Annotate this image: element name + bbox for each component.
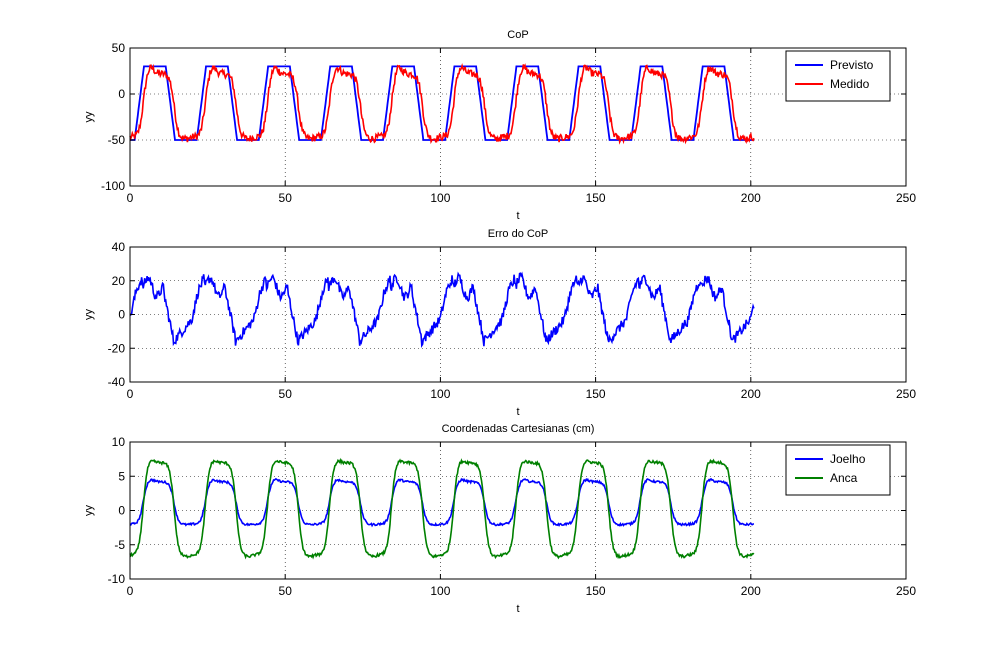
x-tick-label: 150 [586, 387, 606, 401]
x-tick-label: 250 [896, 584, 916, 598]
y-tick-label: 20 [112, 274, 126, 288]
x-tick-label: 0 [127, 191, 134, 205]
x-axis-label: t [516, 210, 519, 222]
y-tick-label: 0 [118, 87, 125, 101]
chart-title: Coordenadas Cartesianas (cm) [442, 423, 595, 435]
x-tick-label: 100 [430, 584, 450, 598]
axes-box [129, 47, 907, 187]
y-axis-label: yy [83, 309, 95, 321]
y-tick-label: -10 [108, 572, 126, 586]
y-tick-label: 40 [112, 240, 126, 254]
series-line-error [129, 271, 755, 349]
legend-box [785, 444, 891, 496]
x-tick-label: 0 [127, 584, 134, 598]
y-tick-label: -40 [108, 375, 126, 389]
x-tick-label: 50 [279, 191, 293, 205]
x-axis-label: t [516, 406, 519, 418]
y-tick-label: -5 [114, 538, 125, 552]
y-tick-label: 5 [118, 469, 125, 483]
y-axis-label: yy [83, 505, 95, 517]
series-line-anca [129, 457, 755, 560]
x-tick-label: 50 [279, 387, 293, 401]
chart-title: Erro do CoP [488, 228, 549, 240]
x-tick-label: 100 [430, 387, 450, 401]
y-tick-label: 50 [112, 41, 126, 55]
cop-chart: CoP t yy 0 50 100 150 200 250 -100 -50 0 50 Previs… [83, 29, 916, 222]
x-tick-label: 150 [586, 191, 606, 205]
y-tick-label: -50 [108, 133, 126, 147]
legend-label-anca: Anca [830, 471, 858, 485]
x-tick-label: 0 [127, 387, 134, 401]
x-tick-label: 50 [279, 584, 293, 598]
chart-title: CoP [507, 29, 528, 41]
y-tick-label: 0 [118, 504, 125, 518]
x-tick-label: 250 [896, 387, 916, 401]
legend-label-joelho: Joelho [830, 452, 866, 466]
x-tick-label: 200 [741, 584, 761, 598]
series-line-medido [129, 62, 755, 145]
x-tick-label: 200 [741, 191, 761, 205]
y-tick-label: -20 [108, 341, 126, 355]
x-tick-label: 250 [896, 191, 916, 205]
legend-label-previsto: Previsto [830, 58, 874, 72]
y-axis-label: yy [83, 111, 95, 123]
cop-error-chart: Erro do CoP t yy 0 50 100 150 200 250 -40 -20 0 2… [83, 228, 916, 418]
x-tick-label: 150 [586, 584, 606, 598]
y-tick-label: 10 [112, 435, 126, 449]
legend-label-medido: Medido [830, 77, 870, 91]
cartesian-coordinates-chart: Coordenadas Cartesianas (cm) t yy 0 50 100… [83, 423, 916, 615]
x-axis-label: t [516, 603, 519, 615]
x-tick-label: 100 [430, 191, 450, 205]
y-tick-label: -100 [101, 179, 125, 193]
legend-box [785, 50, 891, 102]
y-tick-label: 0 [118, 308, 125, 322]
x-tick-label: 200 [741, 387, 761, 401]
plot-area [130, 48, 906, 186]
